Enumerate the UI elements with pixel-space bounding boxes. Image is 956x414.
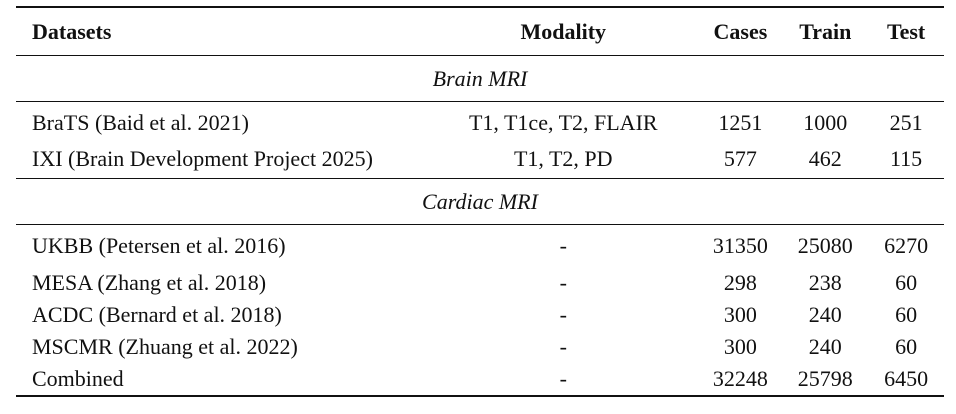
table-row: MSCMR (Zhuang et al. 2022) - 300 240 60 — [16, 331, 944, 363]
cases-cell: 300 — [723, 334, 757, 359]
cases-cell: 32248 — [712, 366, 768, 391]
train-cell: 1000 — [803, 110, 848, 135]
train-cell: 240 — [808, 302, 842, 327]
test-cell: 60 — [895, 270, 918, 295]
section-title: Cardiac MRI — [422, 189, 538, 214]
dataset-cell: Combined — [32, 366, 124, 391]
section-title: Brain MRI — [432, 66, 528, 91]
table-row-combined: Combined - 32248 25798 6450 — [16, 363, 944, 396]
cases-cell: 577 — [723, 146, 757, 171]
modality-cell: - — [559, 334, 567, 359]
modality-cell: T1, T2, PD — [513, 146, 613, 171]
dataset-cell: MSCMR (Zhuang et al. 2022) — [32, 334, 298, 359]
dataset-cell: MESA (Zhang et al. 2018) — [32, 270, 267, 295]
table-row: MESA (Zhang et al. 2018) - 298 238 60 — [16, 267, 944, 299]
cases-cell: 298 — [723, 270, 757, 295]
cases-cell: 1251 — [718, 110, 763, 135]
test-cell: 115 — [890, 146, 923, 171]
test-cell: 6270 — [884, 233, 929, 258]
train-cell: 25080 — [797, 233, 853, 258]
section-header-cardiac: Cardiac MRI — [16, 178, 944, 225]
header-datasets: Datasets — [32, 19, 112, 44]
dataset-cell: IXI (Brain Development Project 2025) — [32, 146, 373, 171]
header-train: Train — [799, 19, 852, 44]
table-row: IXI (Brain Development Project 2025) T1,… — [16, 144, 944, 179]
test-cell: 6450 — [884, 366, 929, 391]
modality-cell: - — [559, 233, 567, 258]
modality-cell: - — [559, 366, 567, 391]
dataset-cell: UKBB (Petersen et al. 2016) — [32, 233, 286, 258]
modality-cell: - — [559, 302, 567, 327]
test-cell: 251 — [889, 110, 923, 135]
dataset-cell: BraTS (Baid et al. 2021) — [32, 110, 249, 135]
modality-cell: - — [559, 270, 567, 295]
header-modality: Modality — [520, 19, 607, 44]
test-cell: 60 — [895, 302, 918, 327]
dataset-table: Datasets Modality Cases Train Test Brain… — [16, 6, 944, 397]
dataset-cell: ACDC (Bernard et al. 2018) — [32, 302, 282, 327]
train-cell: 25798 — [797, 366, 853, 391]
test-cell: 60 — [895, 334, 918, 359]
table-row: ACDC (Bernard et al. 2018) - 300 240 60 — [16, 299, 944, 331]
section-header-brain: Brain MRI — [16, 55, 944, 102]
train-cell: 238 — [808, 270, 842, 295]
train-cell: 240 — [808, 334, 842, 359]
header-row: Datasets Modality Cases Train Test — [16, 7, 944, 56]
modality-cell: T1, T1ce, T2, FLAIR — [468, 110, 658, 135]
table-row: BraTS (Baid et al. 2021) T1, T1ce, T2, F… — [16, 101, 944, 145]
cases-cell: 300 — [723, 302, 757, 327]
cases-cell: 31350 — [712, 233, 768, 258]
dataset-table-container: Datasets Modality Cases Train Test Brain… — [16, 6, 944, 397]
header-test: Test — [886, 19, 926, 44]
train-cell: 462 — [808, 146, 842, 171]
header-cases: Cases — [713, 19, 768, 44]
table-row: UKBB (Petersen et al. 2016) - 31350 2508… — [16, 224, 944, 268]
